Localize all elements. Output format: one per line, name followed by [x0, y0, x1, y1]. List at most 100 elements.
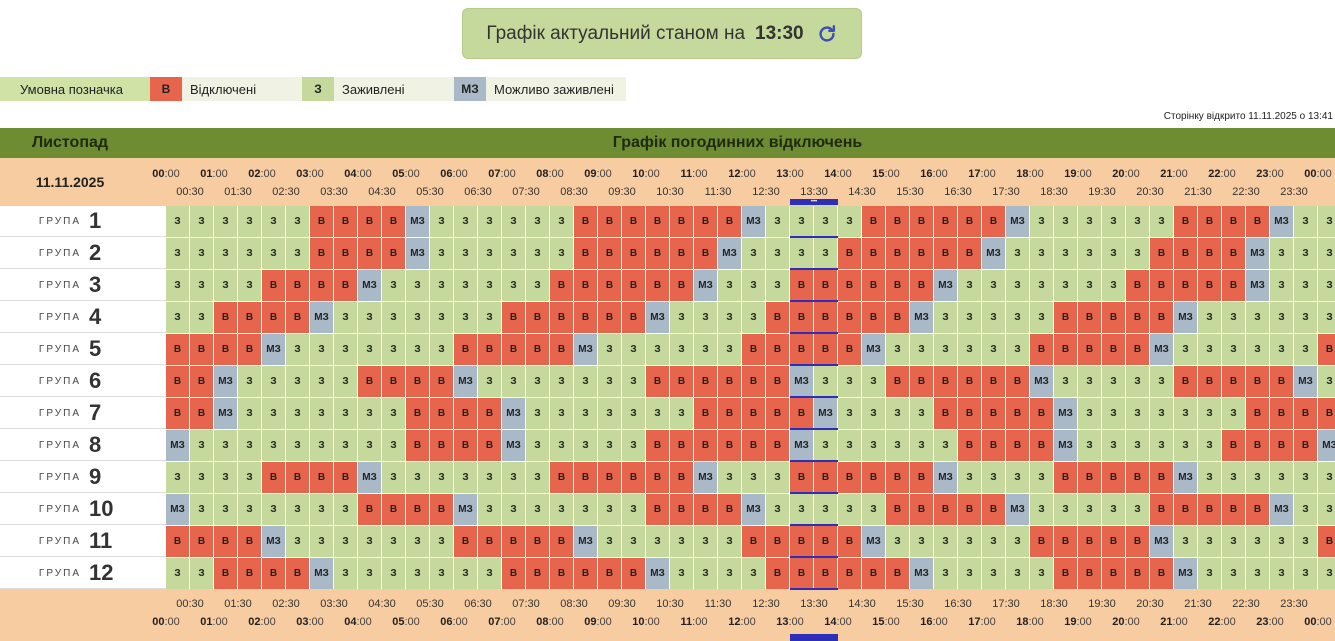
hour-tick: 11:00	[680, 616, 708, 628]
schedule-cell: З	[790, 206, 813, 237]
schedule-cell: В	[286, 558, 309, 589]
hour-tick: 20:00	[1112, 616, 1140, 628]
schedule-cell: В	[670, 206, 693, 237]
schedule-cell: З	[958, 558, 981, 589]
schedule-cell: В	[502, 558, 525, 589]
schedule-cell: В	[598, 206, 621, 237]
schedule-cell: В	[766, 366, 789, 397]
schedule-cell: МЗ	[646, 558, 669, 589]
group-word: ГРУПА	[38, 215, 81, 227]
schedule-cell: З	[670, 302, 693, 333]
schedule-cell: З	[958, 526, 981, 557]
schedule-cell: З	[1318, 270, 1335, 301]
group-row: ГРУПА 4 З З В В В В МЗ З З З З З З З В В В В В В МЗ З З З З В В В В В В М…	[0, 302, 1335, 334]
group-row: ГРУПА 10 МЗ З З З З З З З В В В В МЗ З З З З З З З В В В В МЗ З З З З З…	[0, 494, 1335, 526]
schedule-cell: В	[814, 302, 837, 333]
schedule-cell: З	[886, 398, 909, 429]
legend: Умовна позначка В Відключені З Заживлені…	[0, 77, 626, 101]
schedule-cell: З	[430, 238, 453, 269]
schedule-cell: З	[430, 270, 453, 301]
schedule-cell: В	[1006, 430, 1029, 461]
schedule-cell: З	[814, 366, 837, 397]
schedule-cell: МЗ	[454, 494, 477, 525]
schedule-cell: З	[1222, 302, 1245, 333]
schedule-cell: З	[454, 302, 477, 333]
schedule-cell: МЗ	[574, 334, 597, 365]
schedule-cell: З	[982, 334, 1005, 365]
schedule-cell: З	[1270, 302, 1293, 333]
schedule-cell: МЗ	[1006, 494, 1029, 525]
group-row: ГРУПА 1 З З З З З З В В В В МЗ З З З З З З В В В В В В В МЗ З З З З В В В…	[0, 206, 1335, 238]
schedule-cell: В	[1126, 270, 1149, 301]
group-label: ГРУПА 3	[0, 270, 166, 301]
group-row: ГРУПА 3 З З З З В В В В МЗ З З З З З З З В В В В В В МЗ З З З В В В В В В…	[0, 270, 1335, 302]
group-word: ГРУПА	[38, 535, 81, 547]
schedule-cell: В	[286, 462, 309, 493]
schedule-cell: В	[958, 366, 981, 397]
half-hour-tick: 01:30	[224, 186, 252, 198]
schedule-cell: З	[526, 206, 549, 237]
schedule-cell: З	[1270, 270, 1293, 301]
schedule-cell: З	[1270, 334, 1293, 365]
schedule-cell: З	[1150, 398, 1173, 429]
schedule-cell: В	[766, 398, 789, 429]
schedule-cell: З	[526, 366, 549, 397]
schedule-cell: В	[1150, 558, 1173, 589]
schedule-cell: З	[286, 206, 309, 237]
schedule-cell: МЗ	[1246, 238, 1269, 269]
schedule-cell: В	[1222, 270, 1245, 301]
group-row: ГРУПА 12 З З В В В В МЗ З З З З З З З В В В В В В МЗ З З З З В В В В В В…	[0, 558, 1335, 590]
refresh-icon[interactable]	[816, 23, 838, 45]
group-row: ГРУПА 9 З З З З В В В В МЗ З З З З З З З В В В В В В МЗ З З З В В В В В В…	[0, 462, 1335, 494]
schedule-cell: МЗ	[574, 526, 597, 557]
schedule-cell: МЗ	[862, 334, 885, 365]
schedule-cell: З	[862, 494, 885, 525]
schedule-cell: З	[1126, 398, 1149, 429]
schedule-cell: В	[670, 270, 693, 301]
schedule-cell: В	[646, 270, 669, 301]
schedule-cell: В	[526, 558, 549, 589]
schedule-cell: З	[214, 238, 237, 269]
schedule-cell: З	[1174, 430, 1197, 461]
schedule-cell: В	[286, 302, 309, 333]
schedule-cell: З	[286, 238, 309, 269]
group-number: 8	[89, 432, 102, 457]
group-row: ГРУПА 6 В В МЗ З З З З З В В В В МЗ З З З З З З З В В В В В В МЗ З З З В…	[0, 366, 1335, 398]
schedule-cell: З	[1006, 462, 1029, 493]
schedule-cell: В	[622, 238, 645, 269]
hour-tick: 12:00	[728, 168, 756, 180]
schedule-cell: В	[838, 302, 861, 333]
schedule-cell: З	[1318, 302, 1335, 333]
legend-label-on: Заживлені	[334, 77, 454, 101]
group-word: ГРУПА	[38, 343, 81, 355]
schedule-cell: З	[646, 334, 669, 365]
schedule-cell: В	[574, 302, 597, 333]
schedule-cell: З	[838, 430, 861, 461]
schedule-cell: З	[1054, 238, 1077, 269]
schedule-cell: З	[454, 558, 477, 589]
schedule-cell: З	[1294, 270, 1317, 301]
schedule-cell: В	[670, 430, 693, 461]
schedule-cell: З	[1054, 366, 1077, 397]
schedule-cell: З	[526, 494, 549, 525]
schedule-cell: З	[430, 462, 453, 493]
half-hour-tick: 00:30	[176, 186, 204, 198]
schedule-cell: В	[1174, 494, 1197, 525]
schedule-cell: В	[166, 526, 189, 557]
group-number: 1	[89, 208, 102, 233]
schedule-cell: В	[238, 302, 261, 333]
schedule-cell: В	[958, 398, 981, 429]
schedule-cell: В	[1054, 462, 1077, 493]
schedule-cell: З	[238, 206, 261, 237]
schedule-cell: В	[478, 430, 501, 461]
schedule-cell: З	[238, 270, 261, 301]
schedule-cell: В	[814, 334, 837, 365]
schedule-cell: З	[670, 398, 693, 429]
schedule-cell: З	[214, 462, 237, 493]
half-hour-tick: 22:30	[1232, 186, 1260, 198]
schedule-cell: В	[622, 462, 645, 493]
schedule-cell: З	[982, 462, 1005, 493]
schedule-cell: В	[1246, 398, 1269, 429]
schedule-cell: В	[406, 366, 429, 397]
schedule-cell: З	[862, 398, 885, 429]
